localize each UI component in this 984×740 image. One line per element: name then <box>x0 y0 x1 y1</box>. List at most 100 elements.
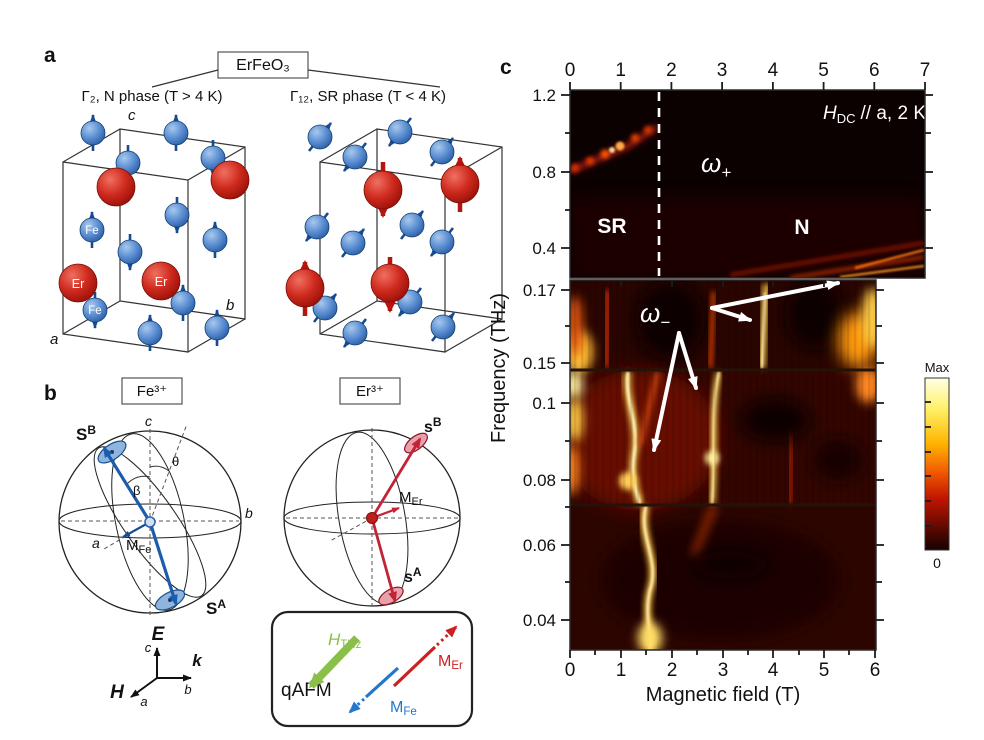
er-spheres <box>58 160 250 303</box>
omega-minus-label: ω− <box>640 298 670 332</box>
compound-label: ErFeO₃ <box>236 57 290 74</box>
sphere-axis-c: c <box>145 413 152 429</box>
qafm-label: qAFM <box>281 680 332 701</box>
connector-left <box>151 69 219 88</box>
qafm-label-mer: MEr <box>438 653 463 672</box>
left-axis: 1.2 0.8 0.4 0.17 0.15 0.1 0.08 0.06 0.04… <box>488 86 570 630</box>
beta-arc <box>126 475 151 485</box>
ytick-label: 0.04 <box>523 611 556 630</box>
er-ion-label: Er³⁺ <box>356 383 384 400</box>
panel-b: b Fe³⁺ SB SA θ β c <box>44 377 474 728</box>
er-sb-arrow <box>370 437 422 519</box>
label-SB: SB <box>76 423 96 444</box>
region-n-label: N <box>794 216 809 239</box>
label-H: H <box>110 682 125 703</box>
phase-right-title: Γ₁₂, SR phase (T < 4 K) <box>290 88 446 105</box>
panel-b-letter: b <box>44 382 57 405</box>
phase-left-title: Γ₂, N phase (T > 4 K) <box>82 88 223 105</box>
ytick-label: 0.17 <box>523 281 556 300</box>
theta-arc <box>149 465 170 472</box>
top-xtick-label: 1 <box>615 60 626 81</box>
label-mer: MEr <box>399 489 423 508</box>
label-E: E <box>152 624 166 645</box>
panel-c-letter: c <box>500 56 512 79</box>
bottom-xtick-label: 6 <box>870 660 881 681</box>
er-center-ion <box>366 512 378 524</box>
ytick-label: 0.06 <box>523 536 556 555</box>
er-polarized-spheres <box>285 156 480 316</box>
panel-a-letter: a <box>44 44 56 67</box>
condition-label: HDC// a, 2 K <box>823 103 926 126</box>
label-theta: θ <box>172 454 179 469</box>
mer-solid-arrow <box>392 645 437 688</box>
fe-spin-sphere-diagram: Fe³⁺ SB SA θ β c a b MFe <box>58 377 253 618</box>
er-ion-box <box>339 377 401 405</box>
fe-ion-label: Fe³⁺ <box>137 383 167 400</box>
compound-box <box>217 51 309 79</box>
triad-axis-a: a <box>140 694 147 709</box>
omega-minus-arrow-3 <box>651 331 681 452</box>
label-mfe: MFe <box>126 537 151 556</box>
fe-label: Fe <box>88 305 101 317</box>
er-sa-arrow <box>370 517 397 603</box>
label-SA: SA <box>206 597 226 618</box>
top-xtick-label: 3 <box>717 60 728 81</box>
triad-axis-c: c <box>145 640 152 655</box>
top-xtick-label: 2 <box>666 60 677 81</box>
bottom-xtick-label: 1 <box>616 660 627 681</box>
fe-ion-box <box>121 377 183 405</box>
omega-minus-arrow-1 <box>710 280 840 310</box>
label-sB: sB <box>424 415 442 436</box>
hthz-arrow <box>308 635 360 689</box>
unit-cell-sr-phase <box>285 117 503 353</box>
fe-canted-spheres <box>304 117 456 348</box>
fe-spin-up-spheres <box>79 114 230 351</box>
fe-label: Fe <box>85 225 98 237</box>
bottom-axis: 0 1 2 3 4 5 6 Magnetic field (T) <box>565 650 881 706</box>
colorbar-gradient <box>924 377 950 551</box>
sb-spin-arrow <box>102 446 152 523</box>
label-k: k <box>192 651 203 670</box>
bottom-xtick-label: 0 <box>565 660 576 681</box>
connector-right <box>307 69 441 88</box>
omega-minus-arrow-2 <box>710 306 752 322</box>
top-xtick-label: 5 <box>818 60 829 81</box>
axis-c-label: c <box>128 107 136 124</box>
omega-minus-arrow-4 <box>677 331 698 390</box>
er-label: Er <box>155 275 168 289</box>
colorbar-max-label: Max <box>925 360 950 375</box>
qafm-label-mfe: MFe <box>390 699 417 718</box>
er-spin-sphere-diagram: Er³⁺ sB sA MEr <box>283 377 461 607</box>
panel-a: a ErFeO₃ Γ₂, N phase (T > 4 K) Γ₁₂, SR p… <box>44 44 503 353</box>
heatmap-annotations: HDC// a, 2 K ω+ SR N ω− <box>597 92 926 452</box>
top-xtick-label: 0 <box>565 60 576 81</box>
fe-spin-down-spheres <box>82 140 226 329</box>
bottom-xtick-label: 4 <box>768 660 779 681</box>
label-hthz: HTHz <box>328 630 362 651</box>
axis-a-label: a <box>50 331 58 348</box>
ytick-label: 0.08 <box>523 471 556 490</box>
mer-dotted-tip <box>435 625 458 647</box>
xaxis-title: Magnetic field (T) <box>646 684 801 706</box>
yaxis-title: Frequency (THz) <box>488 293 510 443</box>
qafm-mode-box: qAFM HTHz MEr MFe <box>270 610 474 728</box>
sphere-axis-b: b <box>245 505 253 521</box>
region-sr-label: SR <box>597 215 626 238</box>
top-xtick-label: 7 <box>920 60 931 81</box>
sphere-axis-a: a <box>92 535 100 551</box>
bottom-xtick-label: 5 <box>819 660 830 681</box>
mfe-solid-arrow <box>364 666 400 699</box>
colorbar-min-label: 0 <box>933 555 941 571</box>
bottom-xtick-label: 3 <box>718 660 729 681</box>
er-label: Er <box>72 277 85 291</box>
right-ticks <box>620 94 933 621</box>
heatmap-lower <box>570 280 876 650</box>
unit-cell-n-phase: c a b <box>50 107 250 353</box>
label-sA: sA <box>404 565 422 586</box>
field-geometry-triad: E c k b H a <box>110 624 203 709</box>
ytick-label: 0.4 <box>532 239 556 258</box>
heatmap-upper <box>570 90 925 278</box>
top-xtick-label: 4 <box>768 60 779 81</box>
